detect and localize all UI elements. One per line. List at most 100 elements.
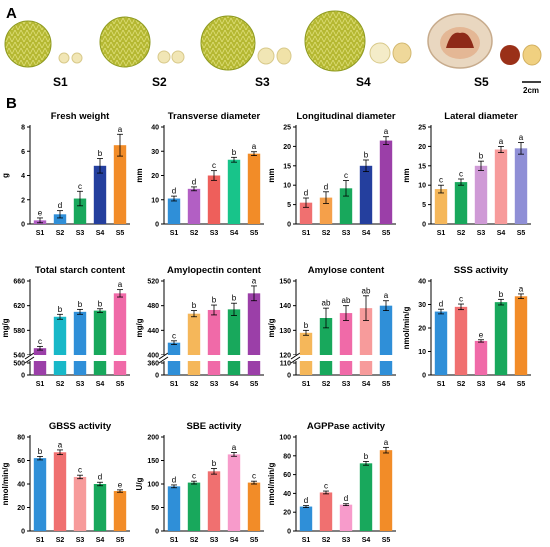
y-tick-label: 0 bbox=[21, 373, 25, 380]
significance-letter: d bbox=[172, 475, 176, 484]
y-tick-label: 2 bbox=[21, 197, 25, 204]
y-tick-label: 110 bbox=[280, 361, 291, 368]
y-axis-label: g bbox=[1, 173, 10, 178]
burr-s1 bbox=[4, 20, 52, 68]
significance-letter: c bbox=[324, 482, 328, 491]
significance-letter: d bbox=[304, 189, 308, 198]
panel-b-letter: B bbox=[6, 95, 17, 112]
x-tick-label: S3 bbox=[76, 381, 85, 388]
significance-letter: c bbox=[459, 169, 463, 178]
bar-lower-s3 bbox=[73, 361, 87, 375]
y-tick-label: 0 bbox=[422, 222, 426, 229]
bar-s2 bbox=[187, 313, 201, 355]
bar-s3 bbox=[73, 476, 87, 531]
y-axis-label: nmol/min/g bbox=[402, 307, 411, 350]
y-tick-label: 360 bbox=[147, 361, 159, 368]
significance-letter: c bbox=[252, 472, 256, 481]
significance-letter: a bbox=[58, 440, 63, 449]
bar-s4 bbox=[359, 308, 373, 355]
x-tick-label: S1 bbox=[437, 381, 446, 388]
x-tick-label: S3 bbox=[477, 381, 486, 388]
x-tick-label: S4 bbox=[230, 381, 239, 388]
significance-letter: b bbox=[364, 452, 369, 461]
chart-gbss-activity: GBSS activity nmol/min/g 0 20 40 60 80 b S1 a S2 c S… bbox=[1, 421, 130, 544]
axis-break-gap bbox=[292, 355, 396, 361]
y-tick-label: 520 bbox=[147, 279, 159, 286]
y-tick-label: 480 bbox=[147, 303, 159, 310]
significance-letter: b bbox=[232, 294, 237, 303]
chart-amylose-content: Amylose content mg/g 120 130 140 150 0 110 b S1 ab… bbox=[267, 265, 396, 388]
y-tick-label: 500 bbox=[13, 361, 25, 368]
bar-lower-s4 bbox=[93, 361, 107, 375]
x-tick-label: S3 bbox=[210, 537, 219, 544]
x-tick-label: S2 bbox=[190, 381, 199, 388]
x-tick-label: S5 bbox=[382, 381, 391, 388]
significance-letter: a bbox=[252, 142, 257, 151]
y-tick-label: 20 bbox=[418, 144, 426, 151]
significance-letter: a bbox=[252, 276, 257, 285]
bar-s3 bbox=[73, 311, 87, 355]
y-tick-label: 200 bbox=[147, 435, 159, 442]
nut-s4-b bbox=[392, 42, 412, 64]
significance-letter: ab bbox=[342, 296, 351, 305]
chart-title: Lateral diameter bbox=[444, 111, 518, 122]
x-tick-label: S5 bbox=[517, 381, 526, 388]
x-tick-label: S4 bbox=[96, 230, 105, 237]
bar-s1 bbox=[167, 198, 181, 224]
chart-title: Fresh weight bbox=[51, 111, 110, 122]
bar-s4 bbox=[227, 454, 241, 531]
x-tick-label: S3 bbox=[76, 537, 85, 544]
chart-total-starch-content: Total starch content mg/g 540 580 620 660 0 500… bbox=[1, 265, 130, 388]
y-tick-label: 4 bbox=[21, 173, 25, 180]
x-tick-label: S3 bbox=[477, 230, 486, 237]
x-tick-label: S2 bbox=[190, 537, 199, 544]
photo-s2 bbox=[99, 16, 185, 68]
nut-s1-a bbox=[58, 52, 70, 64]
significance-letter: d bbox=[58, 201, 62, 210]
x-tick-label: S1 bbox=[302, 381, 311, 388]
nut-s5-a bbox=[500, 45, 520, 65]
bar-lower-s4 bbox=[227, 361, 241, 375]
x-tick-label: S4 bbox=[96, 381, 105, 388]
significance-letter: ab bbox=[362, 286, 371, 295]
bar-s3 bbox=[474, 340, 488, 375]
chart-title: Transverse diameter bbox=[168, 111, 261, 122]
x-tick-label: S5 bbox=[382, 230, 391, 237]
chart-title: Amylose content bbox=[308, 265, 385, 276]
x-tick-label: S1 bbox=[36, 230, 45, 237]
bar-s5 bbox=[247, 293, 261, 355]
y-tick-label: 0 bbox=[287, 222, 291, 229]
significance-letter: d bbox=[344, 494, 348, 503]
chart-agppase-activity: AGPPase activity nmol/min/g 0 20 40 60 80 100 d S… bbox=[267, 421, 396, 544]
bar-s1 bbox=[33, 458, 47, 531]
bar-s1 bbox=[434, 189, 448, 224]
significance-letter: c bbox=[439, 176, 443, 185]
axis-break-mark bbox=[290, 356, 301, 364]
x-tick-label: S2 bbox=[56, 537, 65, 544]
significance-letter: a bbox=[384, 438, 389, 447]
bar-lower-s5 bbox=[113, 361, 127, 375]
bar-lower-s1 bbox=[299, 361, 313, 375]
y-tick-label: 15 bbox=[418, 163, 426, 170]
chart-sbe-activity: SBE activity U/g 0 50 100 150 200 d S1 c S2 b S3 a S4 c… bbox=[135, 421, 264, 544]
y-tick-label: 80 bbox=[283, 453, 291, 460]
y-tick-label: 80 bbox=[17, 435, 25, 442]
y-tick-label: 5 bbox=[287, 202, 291, 209]
significance-letter: c bbox=[78, 182, 82, 191]
y-tick-label: 20 bbox=[17, 505, 25, 512]
x-tick-label: S4 bbox=[362, 381, 371, 388]
significance-letter: c bbox=[192, 472, 196, 481]
significance-letter: c bbox=[459, 295, 463, 304]
y-tick-label: 60 bbox=[17, 458, 25, 465]
bar-s3 bbox=[339, 504, 353, 531]
bar-s4 bbox=[93, 310, 107, 355]
stage-label-s1: S1 bbox=[53, 75, 68, 89]
bar-s1 bbox=[434, 311, 448, 375]
photo-s4 bbox=[304, 10, 412, 72]
bar-s3 bbox=[339, 188, 353, 224]
bar-s2 bbox=[319, 492, 333, 531]
x-tick-label: S2 bbox=[322, 230, 331, 237]
y-tick-label: 100 bbox=[279, 435, 291, 442]
bar-s2 bbox=[53, 452, 67, 531]
y-tick-label: 150 bbox=[279, 279, 291, 286]
